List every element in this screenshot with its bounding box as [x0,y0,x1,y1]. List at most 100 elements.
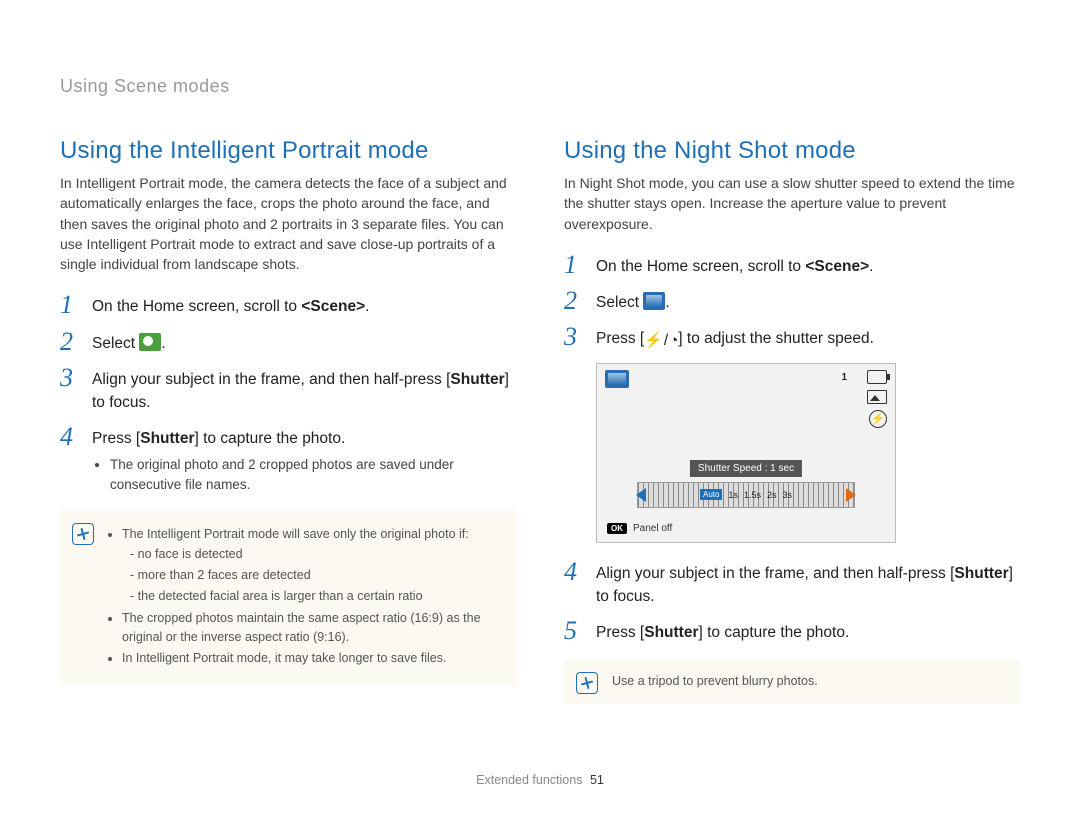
note-item: In Intelligent Portrait mode, it may tak… [122,649,500,668]
flash-timer-keys-icon: ⚡/◔ [644,329,678,352]
step-text: Select [92,335,139,352]
step-text: ] to capture the photo. [194,430,345,447]
step-text: Press [ [92,430,140,447]
step-text: Align your subject in the frame, and the… [92,371,450,388]
breadcrumb: Using Scene modes [60,76,1020,97]
lcd-right-icons: ⚡ [867,370,887,428]
footer-page-number: 51 [590,773,604,787]
step-body: Align your subject in the frame, and the… [92,365,516,415]
left-intro: In Intelligent Portrait mode, the camera… [60,173,516,274]
step-bold: Shutter [450,371,504,388]
note-icon [72,523,94,545]
step-bold: <Scene> [805,258,869,275]
step-text: . [869,258,873,275]
lcd-shutter-label: Shutter Speed : 1 sec [690,460,802,477]
right-heading: Using the Night Shot mode [564,137,1020,165]
left-step-1: 1 On the Home screen, scroll to <Scene>. [60,292,516,318]
right-step-2: 2 Select . [564,288,1020,314]
step-number: 4 [60,424,80,450]
right-intro: In Night Shot mode, you can use a slow s… [564,173,1020,234]
step-text: On the Home screen, scroll to [92,298,301,315]
left-step-2: 2 Select . [60,329,516,355]
step-body: Select . [596,288,670,314]
note-item: The Intelligent Portrait mode will save … [122,525,500,607]
sub-item: The original photo and 2 cropped photos … [110,455,516,496]
scale-val: 2s [767,490,777,500]
step-body: Select . [92,329,166,355]
note-text: The Intelligent Portrait mode will save … [122,527,469,541]
step-text: Press [ [596,330,644,347]
step-number: 1 [564,252,584,278]
note-sub-item: no face is detected [130,545,500,564]
scale-val: 3s [783,490,793,500]
lcd-shutter-scale: Auto 1s 1.5s 2s 3s [637,482,855,508]
flash-mode-icon: ⚡ [869,410,887,428]
step-text: . [365,298,369,315]
step-body: On the Home screen, scroll to <Scene>. [596,252,873,278]
step-body: Press [⚡/◔] to adjust the shutter speed. [596,324,874,352]
scale-right-arrow-icon [846,488,856,502]
step-bold: Shutter [644,624,698,641]
step-number: 2 [60,329,80,355]
right-step-4: 4 Align your subject in the frame, and t… [564,559,1020,609]
timer-icon: ◔ [669,333,678,348]
note-sub-item: the detected facial area is larger than … [130,587,500,606]
step-text: On the Home screen, scroll to [596,258,805,275]
portrait-mode-icon [139,333,161,351]
lcd-panel-off: OK Panel off [607,523,672,534]
left-note-box: The Intelligent Portrait mode will save … [60,511,516,685]
note-item: The cropped photos maintain the same asp… [122,609,500,648]
step-bold: Shutter [140,430,194,447]
step-number: 3 [60,365,80,391]
panel-off-text: Panel off [633,523,672,534]
note-list: The Intelligent Portrait mode will save … [122,525,500,669]
left-step-4: 4 Press [Shutter] to capture the photo. … [60,424,516,495]
step-number: 1 [60,292,80,318]
right-steps-cont: 4 Align your subject in the frame, and t… [564,559,1020,645]
flash-icon: ⚡ [644,333,663,348]
step-text: Select [596,294,643,311]
right-note-box: Use a tripod to prevent blurry photos. [564,660,1020,703]
note-icon [576,672,598,694]
night-mode-icon [643,292,665,310]
scale-left-arrow-icon [636,488,646,502]
step-number: 4 [564,559,584,585]
step-number: 3 [564,324,584,350]
right-steps: 1 On the Home screen, scroll to <Scene>.… [564,252,1020,353]
ok-badge: OK [607,523,627,534]
step-bold: Shutter [954,565,1008,582]
scale-val: 1s [728,490,738,500]
step-text: . [665,294,669,311]
step-number: 2 [564,288,584,314]
step-text: Align your subject in the frame, and the… [596,565,954,582]
lcd-count: 1 [841,372,847,383]
camera-lcd-mock: ⚡ 1 Shutter Speed : 1 sec Auto 1s 1.5s 2… [596,363,896,543]
note-text: Use a tripod to prevent blurry photos. [612,674,818,688]
step-body: Align your subject in the frame, and the… [596,559,1020,609]
scale-val: 1.5s [744,490,761,500]
scale-auto: Auto [700,489,722,500]
step-text: . [161,335,165,352]
step-bold: <Scene> [301,298,365,315]
page-footer: Extended functions 51 [0,773,1080,787]
content-columns: Using the Intelligent Portrait mode In I… [60,137,1020,704]
step-sublist: The original photo and 2 cropped photos … [110,455,516,496]
left-step-3: 3 Align your subject in the frame, and t… [60,365,516,415]
step-body: Press [Shutter] to capture the photo. [596,618,849,644]
left-steps: 1 On the Home screen, scroll to <Scene>.… [60,292,516,495]
step-body: Press [Shutter] to capture the photo. Th… [92,424,516,495]
step-body: On the Home screen, scroll to <Scene>. [92,292,369,318]
left-column: Using the Intelligent Portrait mode In I… [60,137,516,704]
step-text: ] to capture the photo. [698,624,849,641]
step-text: Press [ [596,624,644,641]
picture-size-icon [867,390,887,404]
right-column: Using the Night Shot mode In Night Shot … [564,137,1020,704]
right-step-3: 3 Press [⚡/◔] to adjust the shutter spee… [564,324,1020,352]
footer-section: Extended functions [476,773,582,787]
note-sub-item: more than 2 faces are detected [130,566,500,585]
battery-icon [867,370,887,384]
right-step-1: 1 On the Home screen, scroll to <Scene>. [564,252,1020,278]
right-step-5: 5 Press [Shutter] to capture the photo. [564,618,1020,644]
note-sublist: no face is detected more than 2 faces ar… [130,545,500,607]
step-text: ] to adjust the shutter speed. [678,330,874,347]
